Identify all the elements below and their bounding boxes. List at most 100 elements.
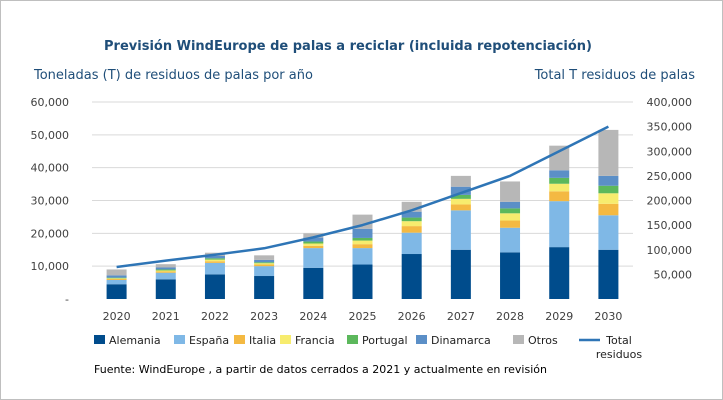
y-left-tick-label: 60,000	[31, 96, 70, 109]
y-right-tick-label: 400,000	[647, 96, 693, 109]
bar-francia-2025	[352, 240, 373, 245]
bar-alemania-2022	[204, 274, 225, 299]
bar-italia-2026	[401, 226, 422, 233]
bar-españa-2020	[106, 279, 127, 285]
y-left-tick-label: 50,000	[31, 129, 70, 142]
x-tick-label: 2025	[349, 310, 377, 323]
bar-portugal-2020	[106, 277, 127, 279]
bar-alemania-2028	[500, 252, 521, 299]
bar-españa-2027	[450, 210, 471, 250]
bar-alemania-2024	[303, 267, 324, 299]
y-axis-left-title: Toneladas (T) de residuos de palas por a…	[33, 68, 313, 83]
bar-francia-2024	[303, 243, 324, 246]
bar-italia-2022	[204, 261, 225, 263]
bar-italia-2028	[500, 220, 521, 228]
source-note: Fuente: WindEurope , a partir de datos c…	[94, 363, 547, 376]
bar-francia-2028	[500, 213, 521, 221]
bar-otros-2029	[549, 145, 570, 171]
bar-españa-2028	[500, 227, 521, 253]
x-tick-label: 2022	[201, 310, 229, 323]
bar-portugal-2026	[401, 217, 422, 222]
bar-dinamarca-2028	[500, 201, 521, 209]
bar-portugal-2024	[303, 241, 324, 244]
x-tick-label: 2027	[447, 310, 475, 323]
x-tick-label: 2028	[496, 310, 524, 323]
bar-francia-2021	[155, 270, 176, 272]
bar-otros-2027	[450, 175, 471, 187]
x-tick-label: 2024	[299, 310, 327, 323]
bar-portugal-2022	[204, 258, 225, 260]
bar-francia-2027	[450, 198, 471, 205]
chart-title: Previsión WindEurope de palas a reciclar…	[104, 39, 592, 54]
y-right-tick-label: 200,000	[647, 195, 693, 208]
bar-dinamarca-2025	[352, 228, 373, 238]
bar-portugal-2030	[598, 185, 619, 194]
total-residuos-line	[116, 125, 609, 269]
bar-italia-2023	[254, 264, 275, 267]
bar-alemania-2021	[155, 279, 176, 299]
x-tick-label: 2023	[250, 310, 278, 323]
bar-portugal-2029	[549, 177, 570, 184]
bar-españa-2024	[303, 248, 324, 268]
bar-portugal-2025	[352, 237, 373, 241]
legend-label-alemania: Alemania	[109, 334, 161, 347]
bar-españa-2023	[254, 266, 275, 277]
x-tick-label: 2029	[545, 310, 573, 323]
y-right-tick-label: 100,000	[647, 244, 693, 257]
bar-portugal-2028	[500, 208, 521, 214]
y-left-tick-label: 20,000	[31, 227, 70, 240]
bar-españa-2029	[549, 201, 570, 248]
legend-label-dinamarca: Dinamarca	[431, 334, 491, 347]
legend-swatch-otros	[513, 335, 524, 344]
bar-otros-2023	[254, 255, 275, 260]
bar-alemania-2023	[254, 276, 275, 299]
bar-otros-2024	[303, 233, 324, 238]
x-tick-label: 2021	[152, 310, 180, 323]
bar-españa-2030	[598, 215, 619, 250]
bar-francia-2023	[254, 263, 275, 265]
bar-otros-2030	[598, 129, 619, 176]
y-axis-right-title: Total T residuos de palas	[534, 68, 696, 83]
gridlines	[92, 101, 633, 267]
bar-alemania-2020	[106, 284, 127, 299]
bar-alemania-2027	[450, 249, 471, 299]
bar-dinamarca-2027	[450, 186, 471, 195]
bar-italia-2021	[155, 271, 176, 273]
y-right-tick-label: 50,000	[654, 268, 693, 281]
legend-swatch-alemania	[94, 335, 105, 344]
bar-francia-2026	[401, 221, 422, 227]
bar-italia-2027	[450, 204, 471, 211]
bar-otros-2028	[500, 181, 521, 202]
x-tick-label: 2020	[103, 310, 131, 323]
legend-label-españa: España	[189, 334, 229, 347]
legend-swatch-dinamarca	[416, 335, 427, 344]
bar-españa-2021	[155, 272, 176, 280]
legend-label-total: Total residuos	[596, 334, 643, 361]
legend-swatch-italia	[234, 335, 245, 344]
legend-swatch-españa	[174, 335, 185, 344]
bar-otros-2026	[401, 201, 422, 212]
legend-label-italia: Italia	[249, 334, 276, 347]
bar-dinamarca-2020	[106, 275, 127, 278]
bar-italia-2030	[598, 203, 619, 216]
bar-dinamarca-2026	[401, 211, 422, 218]
y-left-tick-label: -	[65, 293, 69, 306]
bar-francia-2030	[598, 193, 619, 204]
bar-francia-2022	[204, 259, 225, 262]
legend: Alemania España Italia Francia Portugal Dinam…	[94, 334, 642, 361]
bar-dinamarca-2029	[549, 170, 570, 178]
bar-españa-2026	[401, 232, 422, 255]
bar-alemania-2029	[549, 247, 570, 299]
bar-alemania-2030	[598, 249, 619, 299]
bar-francia-2020	[106, 278, 127, 279]
bar-dinamarca-2021	[155, 267, 176, 270]
x-tick-label: 2026	[398, 310, 426, 323]
y-left-tick-label: 30,000	[31, 195, 70, 208]
legend-swatch-francia	[280, 335, 291, 344]
y-right-tick-label: 300,000	[647, 145, 693, 158]
bar-alemania-2026	[401, 254, 422, 299]
bar-otros-2020	[106, 269, 127, 276]
y-left-tick-label: 40,000	[31, 162, 70, 175]
bar-portugal-2021	[155, 269, 176, 271]
